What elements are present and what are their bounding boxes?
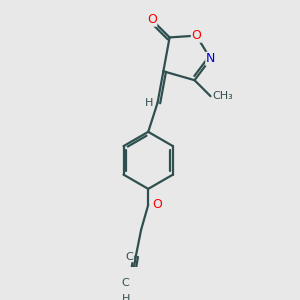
Text: CH₃: CH₃ xyxy=(212,91,233,101)
Text: O: O xyxy=(147,13,157,26)
Text: O: O xyxy=(152,198,162,212)
Text: H: H xyxy=(145,98,153,108)
Text: N: N xyxy=(206,52,215,65)
Text: C: C xyxy=(126,252,134,262)
Text: O: O xyxy=(191,29,201,42)
Text: C: C xyxy=(121,278,129,288)
Text: H: H xyxy=(122,294,130,300)
